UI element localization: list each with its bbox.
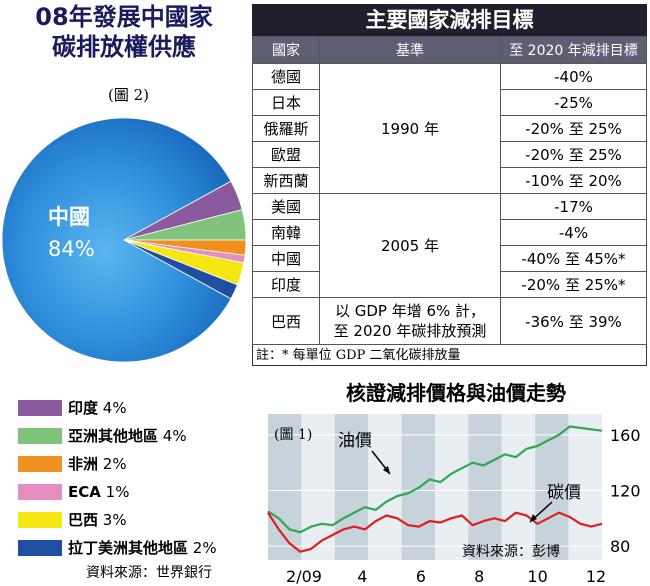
table-row: 德國 1990 年 -40% <box>252 63 647 194</box>
legend-swatch <box>18 484 62 500</box>
pie-source: 資料來源：世界銀行 <box>86 565 212 581</box>
y-tick-label: 160 <box>610 426 641 445</box>
carbon-arrowhead-icon <box>530 514 537 522</box>
cell-country: 日本 <box>252 89 320 116</box>
legend-name: ECA <box>68 483 101 501</box>
legend-name: 巴西 <box>68 511 99 529</box>
chart-band <box>468 414 502 560</box>
legend-swatch <box>18 400 62 416</box>
cell-country: 南韓 <box>252 219 320 246</box>
chart-band <box>435 414 469 560</box>
cell-country: 新西蘭 <box>252 167 320 194</box>
pie-chart-title: 08年發展中國家 碳排放權供應 <box>0 2 248 62</box>
cell-target: -17% <box>500 193 647 220</box>
baseline-line2: 至 2020 年碳排放預測 <box>333 322 487 340</box>
legend-name: 亞洲其他地區 <box>68 427 159 445</box>
legend-text: ECA 1% <box>68 482 129 502</box>
pie-figure-label: (圖 2) <box>108 86 150 104</box>
x-tick-label: 2/09 <box>286 567 322 586</box>
legend-pct: 2% <box>192 539 217 557</box>
cell-country: 中國 <box>252 245 320 272</box>
legend-text: 巴西 3% <box>68 510 127 530</box>
table-header-row: 國家 基準 至 2020 年減排目標 <box>252 36 647 64</box>
x-tick-label: 8 <box>474 567 484 586</box>
cell-target: -40% <box>500 63 647 90</box>
cell-country: 德國 <box>252 63 320 90</box>
legend-swatch <box>18 512 62 528</box>
carbon-series-label: 碳價 <box>547 483 581 503</box>
chart-band <box>368 414 402 560</box>
table-row: 日本 -25% <box>252 89 647 116</box>
series-line-oil <box>267 425 603 534</box>
legend-name: 拉丁美洲其他地區 <box>68 539 189 557</box>
cell-target: -40% 至 45%* <box>500 245 647 272</box>
baseline-line1: 以 GDP 年增 6% 計， <box>334 302 486 320</box>
table-row: 俄羅斯 -20% 至 25% <box>252 115 647 142</box>
legend-pct: 2% <box>102 455 127 473</box>
legend-swatch <box>18 428 62 444</box>
pie-slice-china <box>1 117 232 363</box>
cell-country: 印度 <box>252 271 320 298</box>
cell-baseline: 2005 年 <box>319 193 501 298</box>
legend-swatch <box>18 540 62 556</box>
cell-country: 俄羅斯 <box>252 115 320 142</box>
legend-pct: 4% <box>102 399 127 417</box>
cell-target: -36% 至 39% <box>500 297 647 345</box>
legend-pct: 1% <box>105 483 130 501</box>
legend-pct: 4% <box>162 427 187 445</box>
table-row: 中國 -40% 至 45%* <box>252 245 647 272</box>
series-line-carbon <box>267 511 603 553</box>
legend-text: 拉丁美洲其他地區 2% <box>68 538 217 558</box>
cell-target: -20% 至 25% <box>500 115 647 142</box>
pie-title-line1: 08年發展中國家 <box>35 3 213 31</box>
oil-series-label: 油價 <box>338 431 372 451</box>
legend-name: 印度 <box>68 399 99 417</box>
x-tick-label: 6 <box>416 567 426 586</box>
legend-text: 亞洲其他地區 4% <box>68 426 187 446</box>
cell-baseline: 以 GDP 年增 6% 計， 至 2020 年碳排放預測 <box>319 297 501 345</box>
header-target: 至 2020 年減排目標 <box>500 36 647 64</box>
pie-china-pct: 84% <box>48 237 95 261</box>
pie-china-label: 中國 <box>48 205 90 229</box>
table-row: 美國 2005 年 -17% <box>252 193 647 298</box>
emission-target-table: 國家 基準 至 2020 年減排目標 德國 1990 年 -40% 日本 -25… <box>252 36 647 345</box>
line-chart-title: 核證減排價格與油價走勢 <box>346 381 566 405</box>
legend-name: 非洲 <box>68 455 99 473</box>
pie-slice-6 <box>123 239 238 300</box>
header-baseline: 基準 <box>319 36 501 64</box>
line-chart-source: 資料來源：彭博 <box>462 543 560 560</box>
legend-swatch <box>18 456 62 472</box>
table-title: 主要國家減排目標 <box>252 4 647 36</box>
x-tick-label: 10 <box>527 567 547 586</box>
cell-baseline: 1990 年 <box>319 63 501 194</box>
table-row: 巴西 以 GDP 年增 6% 計， 至 2020 年碳排放預測 -36% 至 3… <box>252 297 647 345</box>
table-row: 印度 -20% 至 25%* <box>252 271 647 298</box>
oil-arrowhead-icon <box>383 466 390 474</box>
line-figure-label: (圖 1) <box>274 427 313 443</box>
chart-band <box>568 414 602 560</box>
x-tick-label: 4 <box>357 567 367 586</box>
cell-target: -20% 至 25% <box>500 141 647 168</box>
legend-text: 非洲 2% <box>68 454 127 474</box>
table-row: 新西蘭 -10% 至 20% <box>252 167 647 194</box>
header-country: 國家 <box>252 36 320 64</box>
y-tick-label: 120 <box>610 482 641 501</box>
chart-band <box>334 414 369 560</box>
cell-target: -20% 至 25%* <box>500 271 647 298</box>
legend-text: 印度 4% <box>68 398 127 418</box>
cell-target: -25% <box>500 89 647 116</box>
legend-pct: 3% <box>102 511 127 529</box>
cell-country: 巴西 <box>252 297 320 345</box>
y-tick-label: 80 <box>610 537 630 556</box>
x-tick-label: 12 <box>586 567 606 586</box>
table-note: 註：* 每單位 GDP 二氧化碳排放量 <box>256 348 461 363</box>
chart-band <box>501 414 536 560</box>
cell-target: -10% 至 20% <box>500 167 647 194</box>
pie-title-line2: 碳排放權供應 <box>52 33 196 61</box>
